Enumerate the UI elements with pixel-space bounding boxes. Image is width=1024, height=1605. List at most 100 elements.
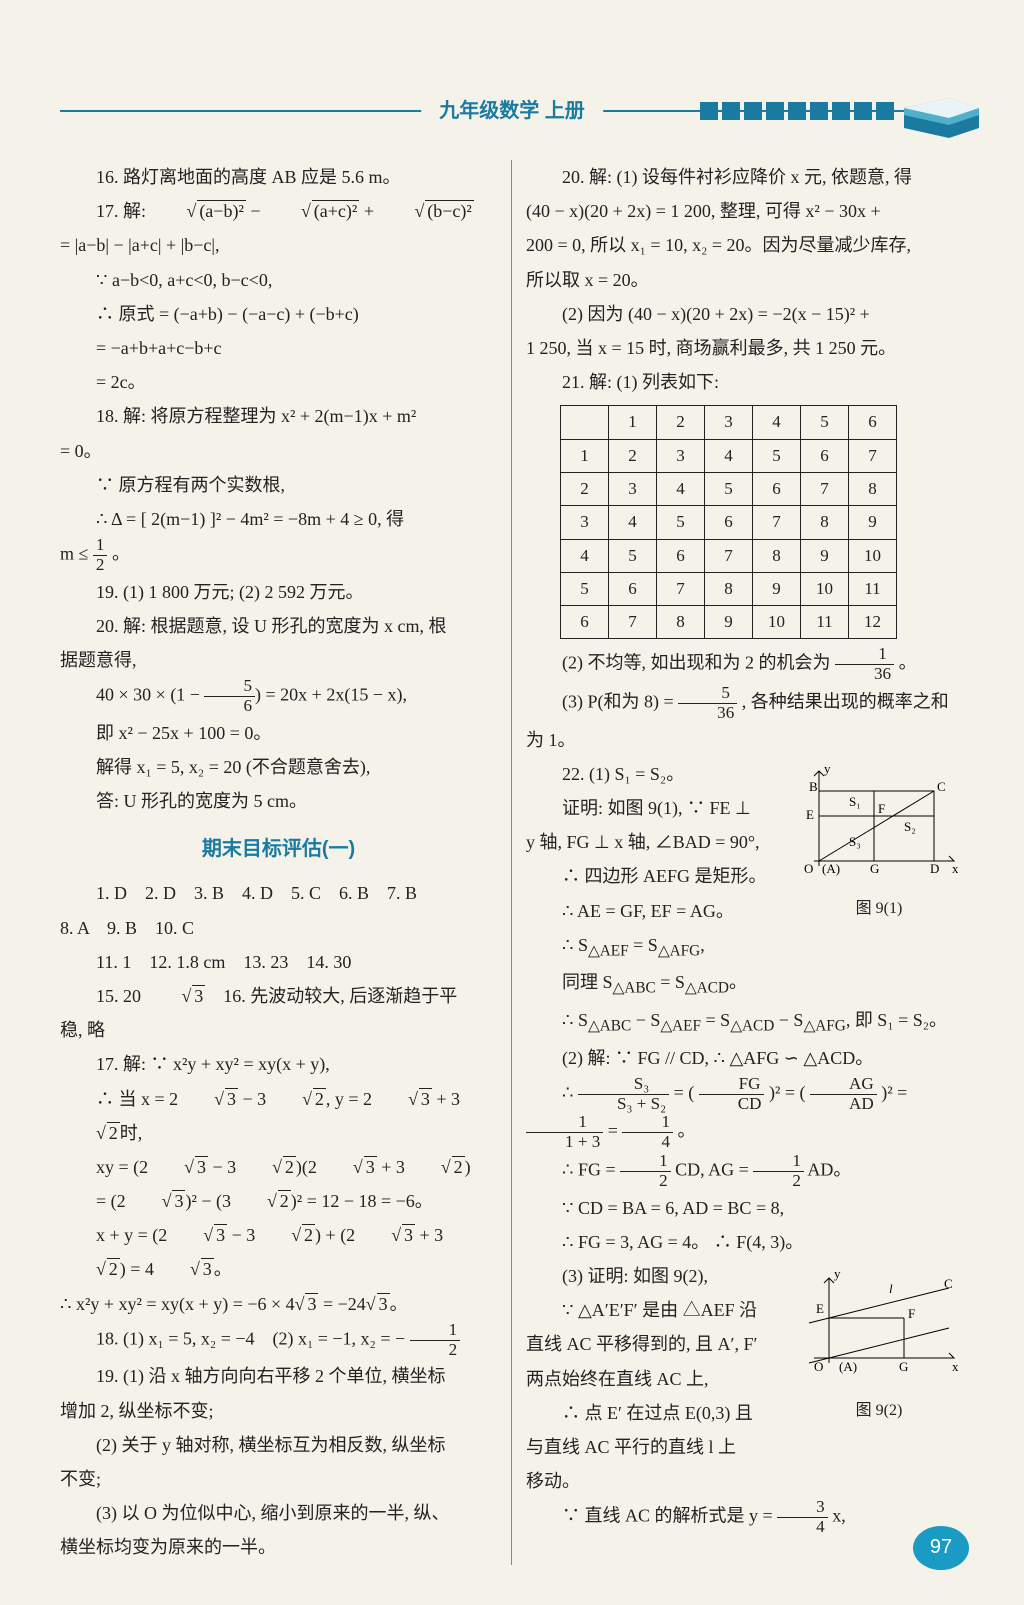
svg-text:(A): (A) (839, 1359, 857, 1374)
figure-9-2: E F C l O (A) G x y 图 9(2) (794, 1263, 964, 1427)
svg-text:F: F (908, 1306, 915, 1321)
q19b-l4: 不变; (60, 1462, 497, 1496)
r20-l5: (2) 因为 (40 − x)(20 + 2x) = −2(x − 15)² + (526, 297, 964, 331)
svg-text:E: E (806, 807, 814, 822)
svg-text:S₁: S₁ (849, 794, 861, 809)
q17b-l1: 17. 解: ∵ x²y + xy² = xy(x + y), (60, 1047, 497, 1081)
r22-2-l3: ∴ FG = 12 CD, AG = 12 AD。 (526, 1152, 964, 1191)
r22-2-l5: ∴ FG = 3, AG = 4。 ∴ F(4, 3)。 (526, 1225, 964, 1259)
q19b-l6: 横坐标均变为原来的一半。 (60, 1530, 497, 1564)
svg-text:S₃: S₃ (849, 834, 861, 849)
svg-text:G: G (899, 1359, 908, 1374)
header-title: 九年级数学 上册 (439, 100, 585, 122)
header-squares (700, 102, 894, 120)
right-column: 20. 解: (1) 设每件衬衫应降价 x 元, 依题意, 得 (40 − x)… (512, 160, 964, 1565)
q17b-l6: ∴ x²y + xy² = xy(x + y) = −6 × 43 = −243… (60, 1287, 497, 1321)
r20-l3: 200 = 0, 所以 x₁ = 10, x₂ = 20。因为尽量减少库存, (526, 228, 964, 262)
r21-3: (3) P(和为 8) = 536 , 各种结果出现的概率之和 (526, 684, 964, 723)
svg-text:y: y (824, 761, 831, 776)
table-row: 567891011 (561, 572, 897, 605)
table-head-row: 1 2 3 4 5 6 (561, 406, 897, 439)
svg-text:C: C (944, 1276, 953, 1291)
r21-head: 21. 解: (1) 列表如下: (526, 365, 964, 399)
page-number-badge: 97 (913, 1526, 969, 1570)
table-row: 6789101112 (561, 606, 897, 639)
q17b-l2: ∴ 当 x = 23 − 32, y = 23 + 32时, (60, 1082, 497, 1150)
sqrt-1: (a−b)² (151, 194, 246, 228)
sqrt-2: (a+c)² (265, 194, 359, 228)
page: 九年级数学 上册 16. 路灯离地面的高度 AB 应是 5.6 m。 17. 解… (0, 0, 1024, 1605)
svg-text:C: C (937, 779, 946, 794)
r22-3-l8: ∵ 直线 AC 的解析式是 y = 34 x, (526, 1498, 964, 1537)
r22-2-l1: (2) 解: ∵ FG // CD, ∴ △AFG ∽ △ACD。 (526, 1041, 964, 1075)
q17b-l3: xy = (23 − 32)(23 + 32) (60, 1150, 497, 1184)
figure-9-1: B C E F S₁ S₂ S₃ O (A) G D x y 图 9(1) (794, 761, 964, 925)
q17-l4: ∴ 原式 = (−a+b) − (−a−c) + (−b+c) (60, 297, 497, 331)
svg-text:x: x (952, 861, 959, 876)
q19b-l3: (2) 关于 y 轴对称, 横坐标互为相反数, 纵坐标 (60, 1428, 497, 1462)
q17-label: 17. 解: (96, 201, 146, 221)
q20-l2: 据题意得, (60, 643, 497, 677)
r22-l8: ∴ S△ABC − S△AEF = S△ACD − S△AFG, 即 S₁ = … (526, 1003, 964, 1041)
frac-5-6: 56 (204, 677, 255, 716)
svg-text:O: O (814, 1359, 823, 1374)
q15b: 稳, 略 (60, 1013, 497, 1047)
table-row: 45678910 (561, 539, 897, 572)
fill-row: 11. 1 12. 1.8 cm 13. 23 14. 30 (60, 945, 497, 979)
r20-l1: 20. 解: (1) 设每件衬衫应降价 x 元, 依题意, 得 (526, 160, 964, 194)
svg-text:E: E (816, 1301, 824, 1316)
q19b-l5: (3) 以 O 为位似中心, 缩小到原来的一半, 纵、 (60, 1496, 497, 1530)
q19b-l2: 增加 2, 纵坐标不变; (60, 1394, 497, 1428)
svg-text:B: B (809, 779, 818, 794)
q18-l3: ∵ 原方程有两个实数根, (60, 468, 497, 502)
q17-l6: = 2c。 (60, 365, 497, 399)
sqrt-3: (b−c)² (378, 194, 473, 228)
r22-l6: ∴ S△AEF = S△AFG, (526, 928, 964, 966)
q20-l6: 答: U 形孔的宽度为 5 cm。 (60, 784, 497, 818)
sum-table: 1 2 3 4 5 6 1234567 2345678 3456789 4567… (560, 405, 897, 639)
q18-l4: ∴ Δ = [ 2(m−1) ]² − 4m² = −8m + 4 ≥ 0, 得 (60, 502, 497, 536)
q16: 16. 路灯离地面的高度 AB 应是 5.6 m。 (60, 160, 497, 194)
svg-text:D: D (930, 861, 939, 876)
svg-text:x: x (952, 1359, 959, 1374)
svg-text:O: O (804, 861, 813, 876)
q17-line1: 17. 解: (a−b)² − (a+c)² + (b−c)² (60, 194, 497, 228)
body-columns: 16. 路灯离地面的高度 AB 应是 5.6 m。 17. 解: (a−b)² … (0, 160, 1024, 1565)
r20-l6: 1 250, 当 x = 15 时, 商场赢利最多, 共 1 250 元。 (526, 331, 964, 365)
r20-l4: 所以取 x = 20。 (526, 263, 964, 297)
table-row: 2345678 (561, 472, 897, 505)
q17-l2: = |a−b| − |a+c| + |b−c|, (60, 228, 497, 262)
book-icon (894, 80, 984, 140)
svg-text:l: l (889, 1281, 893, 1296)
q18-l2: = 0。 (60, 434, 497, 468)
r22-3-l7: 移动。 (526, 1464, 964, 1498)
r20-l2: (40 − x)(20 + 2x) = 1 200, 整理, 可得 x² − 3… (526, 194, 964, 228)
q18-l5: m ≤ 12 。 (60, 536, 497, 575)
q17-l3: ∵ a−b<0, a+c<0, b−c<0, (60, 263, 497, 297)
q19: 19. (1) 1 800 万元; (2) 2 592 万元。 (60, 575, 497, 609)
table-row: 1234567 (561, 439, 897, 472)
left-column: 16. 路灯离地面的高度 AB 应是 5.6 m。 17. 解: (a−b)² … (60, 160, 512, 1565)
q15: 15. 20 3 16. 先波动较大, 后逐渐趋于平 (60, 979, 497, 1013)
q17-l5: = −a+b+a+c−b+c (60, 331, 497, 365)
q19b-l1: 19. (1) 沿 x 轴方向向右平移 2 个单位, 横坐标 (60, 1359, 497, 1393)
r22-2-l2: ∴ S₃S₃ + S₂ = ( FGCD )² = ( AGAD )² = 11… (526, 1075, 964, 1152)
header-title-wrap: 九年级数学 上册 (421, 94, 603, 123)
svg-text:(A): (A) (822, 861, 840, 876)
svg-text:G: G (870, 861, 879, 876)
fig1-caption: 图 9(1) (794, 894, 964, 924)
r21-3c: 为 1。 (526, 723, 964, 757)
section-title: 期末目标评估(一) (60, 830, 497, 868)
table-row: 3456789 (561, 506, 897, 539)
svg-text:y: y (834, 1266, 841, 1281)
q20-l5: 解得 x₁ = 5, x₂ = 20 (不合题意舍去), (60, 750, 497, 784)
mc-row2: 8. A 9. B 10. C (60, 911, 497, 945)
q20-l4: 即 x² − 25x + 100 = 0。 (60, 716, 497, 750)
r22-3-l6: 与直线 AC 平行的直线 l 上 (526, 1430, 964, 1464)
q20-eq: 40 × 30 × (1 − 56) = 20x + 2x(15 − x), (60, 677, 497, 716)
mc-row1: 1. D 2. D 3. B 4. D 5. C 6. B 7. B (60, 876, 497, 910)
q18b: 18. (1) x₁ = 5, x₂ = −4 (2) x₁ = −1, x₂ … (60, 1321, 497, 1360)
q17b-l5: x + y = (23 − 32) + (23 + 32) = 43。 (60, 1218, 497, 1286)
svg-text:S₂: S₂ (904, 819, 916, 834)
page-number: 97 (930, 1536, 952, 1559)
